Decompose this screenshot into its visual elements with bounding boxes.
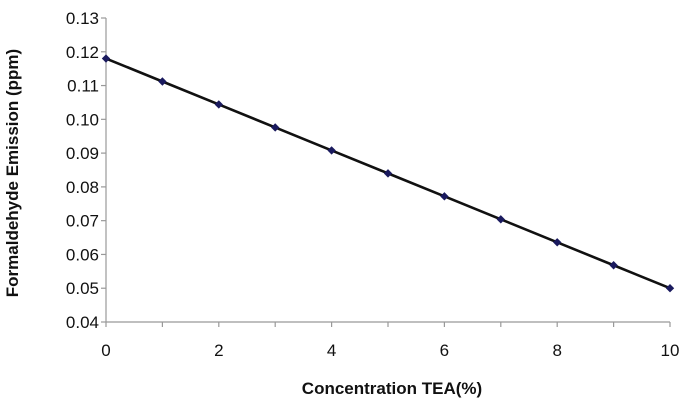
- y-axis-ticks: 0.04 0.05 0.06 0.07 0.08 0.09 0.10 0.11 0.12 0.13: [66, 9, 106, 332]
- data-point: [383, 169, 393, 178]
- series-layer: [101, 54, 675, 293]
- data-point: [271, 123, 280, 132]
- x-tick-label: 0: [101, 341, 110, 360]
- data-point: [440, 192, 449, 201]
- x-axis-ticks: 0 2 4 6 8 10: [101, 322, 679, 360]
- data-point: [158, 77, 167, 86]
- data-point: [214, 100, 223, 109]
- x-axis-title: Concentration TEA(%): [302, 379, 482, 398]
- data-point: [609, 261, 618, 270]
- y-axis-title: Formaldehyde Emission (ppm): [3, 49, 22, 297]
- x-tick-label: 8: [552, 341, 561, 360]
- data-point: [327, 146, 336, 155]
- x-tick-label: 10: [661, 341, 680, 360]
- x-tick-label: 6: [440, 341, 449, 360]
- y-tick-label: 0.13: [66, 9, 99, 28]
- x-tick-label: 2: [214, 341, 223, 360]
- y-tick-label: 0.04: [66, 313, 99, 332]
- data-point: [496, 215, 505, 224]
- y-tick-label: 0.10: [66, 110, 99, 129]
- y-tick-label: 0.11: [67, 77, 99, 96]
- data-point: [553, 238, 562, 247]
- y-tick-label: 0.12: [66, 43, 99, 62]
- y-tick-label: 0.06: [66, 245, 99, 264]
- data-point: [101, 54, 111, 63]
- x-tick-label: 4: [327, 341, 336, 360]
- y-tick-label: 0.09: [66, 144, 99, 163]
- y-tick-label: 0.08: [66, 178, 99, 197]
- y-tick-label: 0.05: [66, 279, 99, 298]
- data-point: [665, 284, 675, 293]
- y-tick-label: 0.07: [66, 212, 99, 231]
